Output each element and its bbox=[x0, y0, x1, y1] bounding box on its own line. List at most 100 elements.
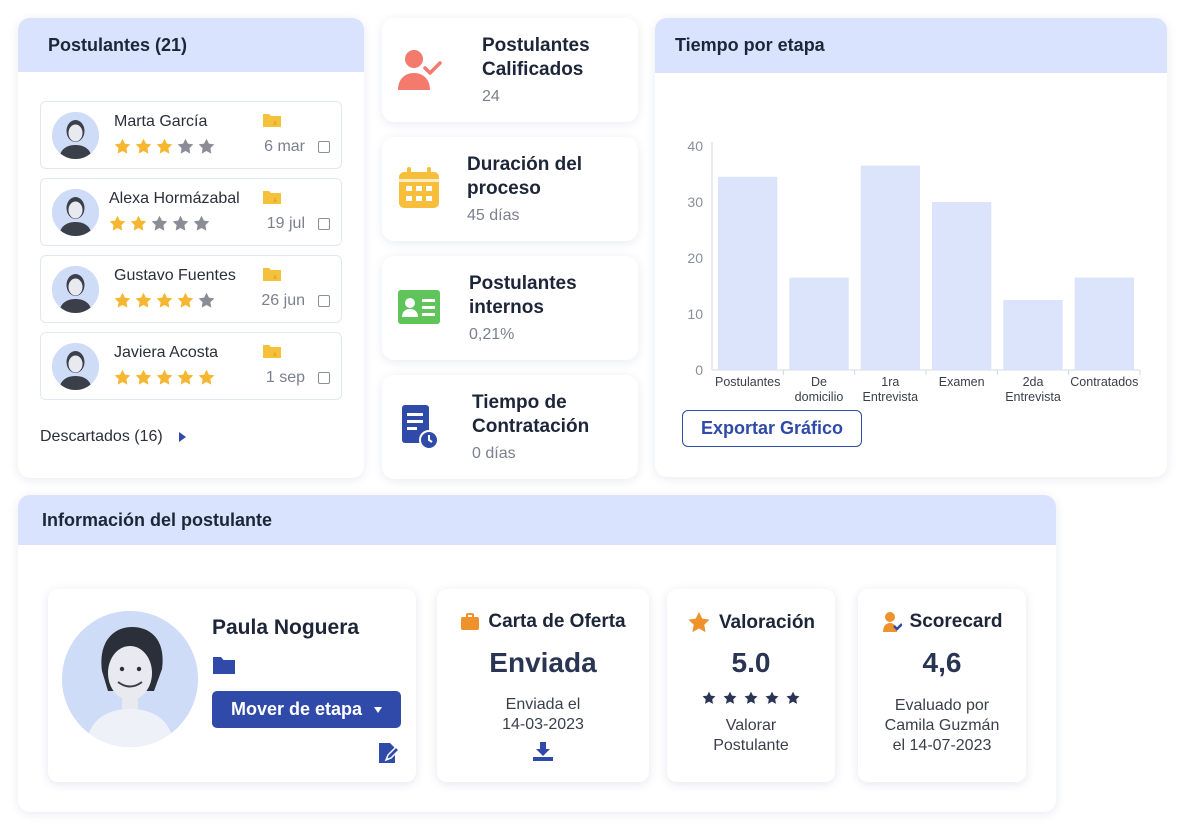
star-filled-icon bbox=[156, 369, 173, 385]
star-empty-icon bbox=[177, 138, 194, 154]
metric-value: 45 días bbox=[467, 207, 520, 224]
info-title: Información del postulante bbox=[18, 495, 1056, 545]
applicants-card: Postulantes (21) Marta García 6 mar Alex… bbox=[18, 18, 364, 478]
metric-title: Postulantes internos bbox=[469, 273, 577, 318]
star-icon[interactable] bbox=[744, 691, 758, 705]
star-icon[interactable] bbox=[765, 691, 779, 705]
folder-icon[interactable] bbox=[262, 266, 282, 282]
metric-title: Postulantes Calificados bbox=[482, 35, 590, 80]
applicant-name: Alexa Hormázabal bbox=[109, 190, 240, 207]
metric-qualified: Postulantes Calificados 24 bbox=[382, 18, 638, 122]
bar bbox=[1003, 300, 1063, 370]
document-clock-icon bbox=[402, 405, 439, 449]
folder-icon[interactable] bbox=[212, 655, 236, 675]
applicant-checkbox[interactable] bbox=[318, 295, 330, 307]
star-filled-icon bbox=[135, 138, 152, 154]
move-stage-button[interactable]: Mover de etapa bbox=[212, 691, 401, 728]
scorecard-value: 4,6 bbox=[922, 647, 962, 678]
chart-card: Tiempo por etapa 0 10 20 30 40 Postulantes De d… bbox=[655, 18, 1167, 477]
scorecard-title: Scorecard bbox=[909, 611, 1003, 632]
star-filled-icon bbox=[156, 138, 173, 154]
id-card-icon bbox=[398, 290, 440, 324]
x-tick-label: Contratados bbox=[1070, 375, 1138, 389]
y-tick-label: 10 bbox=[687, 306, 703, 322]
star-filled-icon bbox=[130, 215, 147, 231]
metric-title: Duración del proceso bbox=[467, 154, 583, 199]
star-filled-icon bbox=[135, 292, 152, 308]
applicants-title: Postulantes (21) bbox=[18, 18, 364, 72]
folder-icon[interactable] bbox=[262, 189, 282, 205]
applicant-row[interactable]: Alexa Hormázabal 19 jul bbox=[40, 178, 342, 246]
move-stage-label: Mover de etapa bbox=[230, 699, 363, 719]
applicants-list: Marta García 6 mar Alexa Hormázabal 19 j… bbox=[40, 101, 342, 409]
metric-internal: Postulantes internos 0,21% bbox=[382, 256, 638, 360]
avatar bbox=[52, 266, 99, 313]
person-photo bbox=[52, 343, 99, 390]
scorecard-panel: Scorecard 4,6 Evaluado por Camila Guzmán… bbox=[858, 589, 1026, 782]
export-chart-button[interactable]: Exportar Gráfico bbox=[682, 410, 862, 447]
user-check-icon bbox=[398, 50, 442, 90]
chevron-down-icon bbox=[374, 706, 383, 713]
download-icon[interactable] bbox=[532, 741, 554, 761]
applicant-checkbox[interactable] bbox=[318, 218, 330, 230]
x-tick-label: Examen bbox=[939, 375, 985, 389]
star-empty-icon bbox=[198, 292, 215, 308]
star-filled-icon bbox=[114, 369, 131, 385]
metric-duration: Duración del proceso 45 días bbox=[382, 137, 638, 241]
star-filled-icon bbox=[135, 369, 152, 385]
bar bbox=[1074, 277, 1134, 370]
briefcase-icon bbox=[461, 613, 480, 630]
star-filled-icon bbox=[114, 138, 131, 154]
rate-label-1[interactable]: Valorar bbox=[725, 717, 777, 734]
discarded-link[interactable]: Descartados (16) bbox=[40, 428, 186, 446]
applicant-checkbox[interactable] bbox=[318, 141, 330, 153]
avatar bbox=[62, 611, 198, 747]
star-filled-icon bbox=[109, 215, 126, 231]
star-icon[interactable] bbox=[786, 691, 800, 705]
metric-value: 0 días bbox=[472, 445, 516, 462]
star-filled-icon bbox=[177, 369, 194, 385]
rating-value: 5.0 bbox=[731, 647, 771, 678]
bar bbox=[860, 165, 920, 370]
rating-stars bbox=[114, 369, 215, 386]
y-tick-label: 0 bbox=[695, 362, 703, 378]
offer-status: Enviada bbox=[489, 647, 597, 678]
applicant-name: Marta García bbox=[114, 113, 208, 130]
offer-letter-panel: Carta de Oferta Enviada Enviada el 14-03… bbox=[437, 589, 649, 782]
scorecard-evaluator: Camila Guzmán bbox=[884, 717, 1000, 734]
offer-title: Carta de Oferta bbox=[488, 611, 626, 632]
user-check-icon bbox=[882, 612, 902, 632]
edit-document-icon[interactable] bbox=[376, 741, 400, 765]
calendar-icon bbox=[399, 167, 439, 208]
folder-icon[interactable] bbox=[262, 343, 282, 359]
profile-panel: Paula Noguera Mover de etapa bbox=[48, 589, 416, 782]
person-photo bbox=[52, 189, 99, 236]
applicant-name: Javiera Acosta bbox=[114, 344, 219, 361]
applicant-row[interactable]: Marta García 6 mar bbox=[40, 101, 342, 169]
discarded-label: Descartados (16) bbox=[40, 428, 163, 445]
applicant-row[interactable]: Gustavo Fuentes 26 jun bbox=[40, 255, 342, 323]
rating-stars[interactable] bbox=[667, 691, 835, 705]
person-photo bbox=[62, 611, 198, 747]
star-icon[interactable] bbox=[702, 691, 716, 705]
arrow-right-icon bbox=[178, 432, 186, 442]
bar bbox=[932, 202, 992, 370]
avatar bbox=[52, 343, 99, 390]
bar-chart: 0 10 20 30 40 Postulantes De domicilio 1ra Entrev… bbox=[687, 138, 1141, 404]
folder-icon[interactable] bbox=[262, 112, 282, 128]
avatar bbox=[52, 112, 99, 159]
star-icon[interactable] bbox=[723, 691, 737, 705]
applicant-row[interactable]: Javiera Acosta 1 sep bbox=[40, 332, 342, 400]
star-empty-icon bbox=[198, 138, 215, 154]
rate-label-2[interactable]: Postulante bbox=[713, 737, 789, 754]
chart-title: Tiempo por etapa bbox=[655, 18, 1167, 73]
rating-stars bbox=[114, 138, 215, 155]
applicant-date: 6 mar bbox=[264, 138, 305, 155]
y-tick-label: 40 bbox=[687, 138, 703, 154]
applicant-checkbox[interactable] bbox=[318, 372, 330, 384]
metric-value: 0,21% bbox=[469, 326, 515, 343]
scorecard-date: el 14-07-2023 bbox=[892, 737, 992, 754]
x-tick-label: De domicilio bbox=[795, 375, 844, 404]
star-icon bbox=[688, 611, 710, 633]
rating-title: Valoración bbox=[718, 611, 816, 633]
